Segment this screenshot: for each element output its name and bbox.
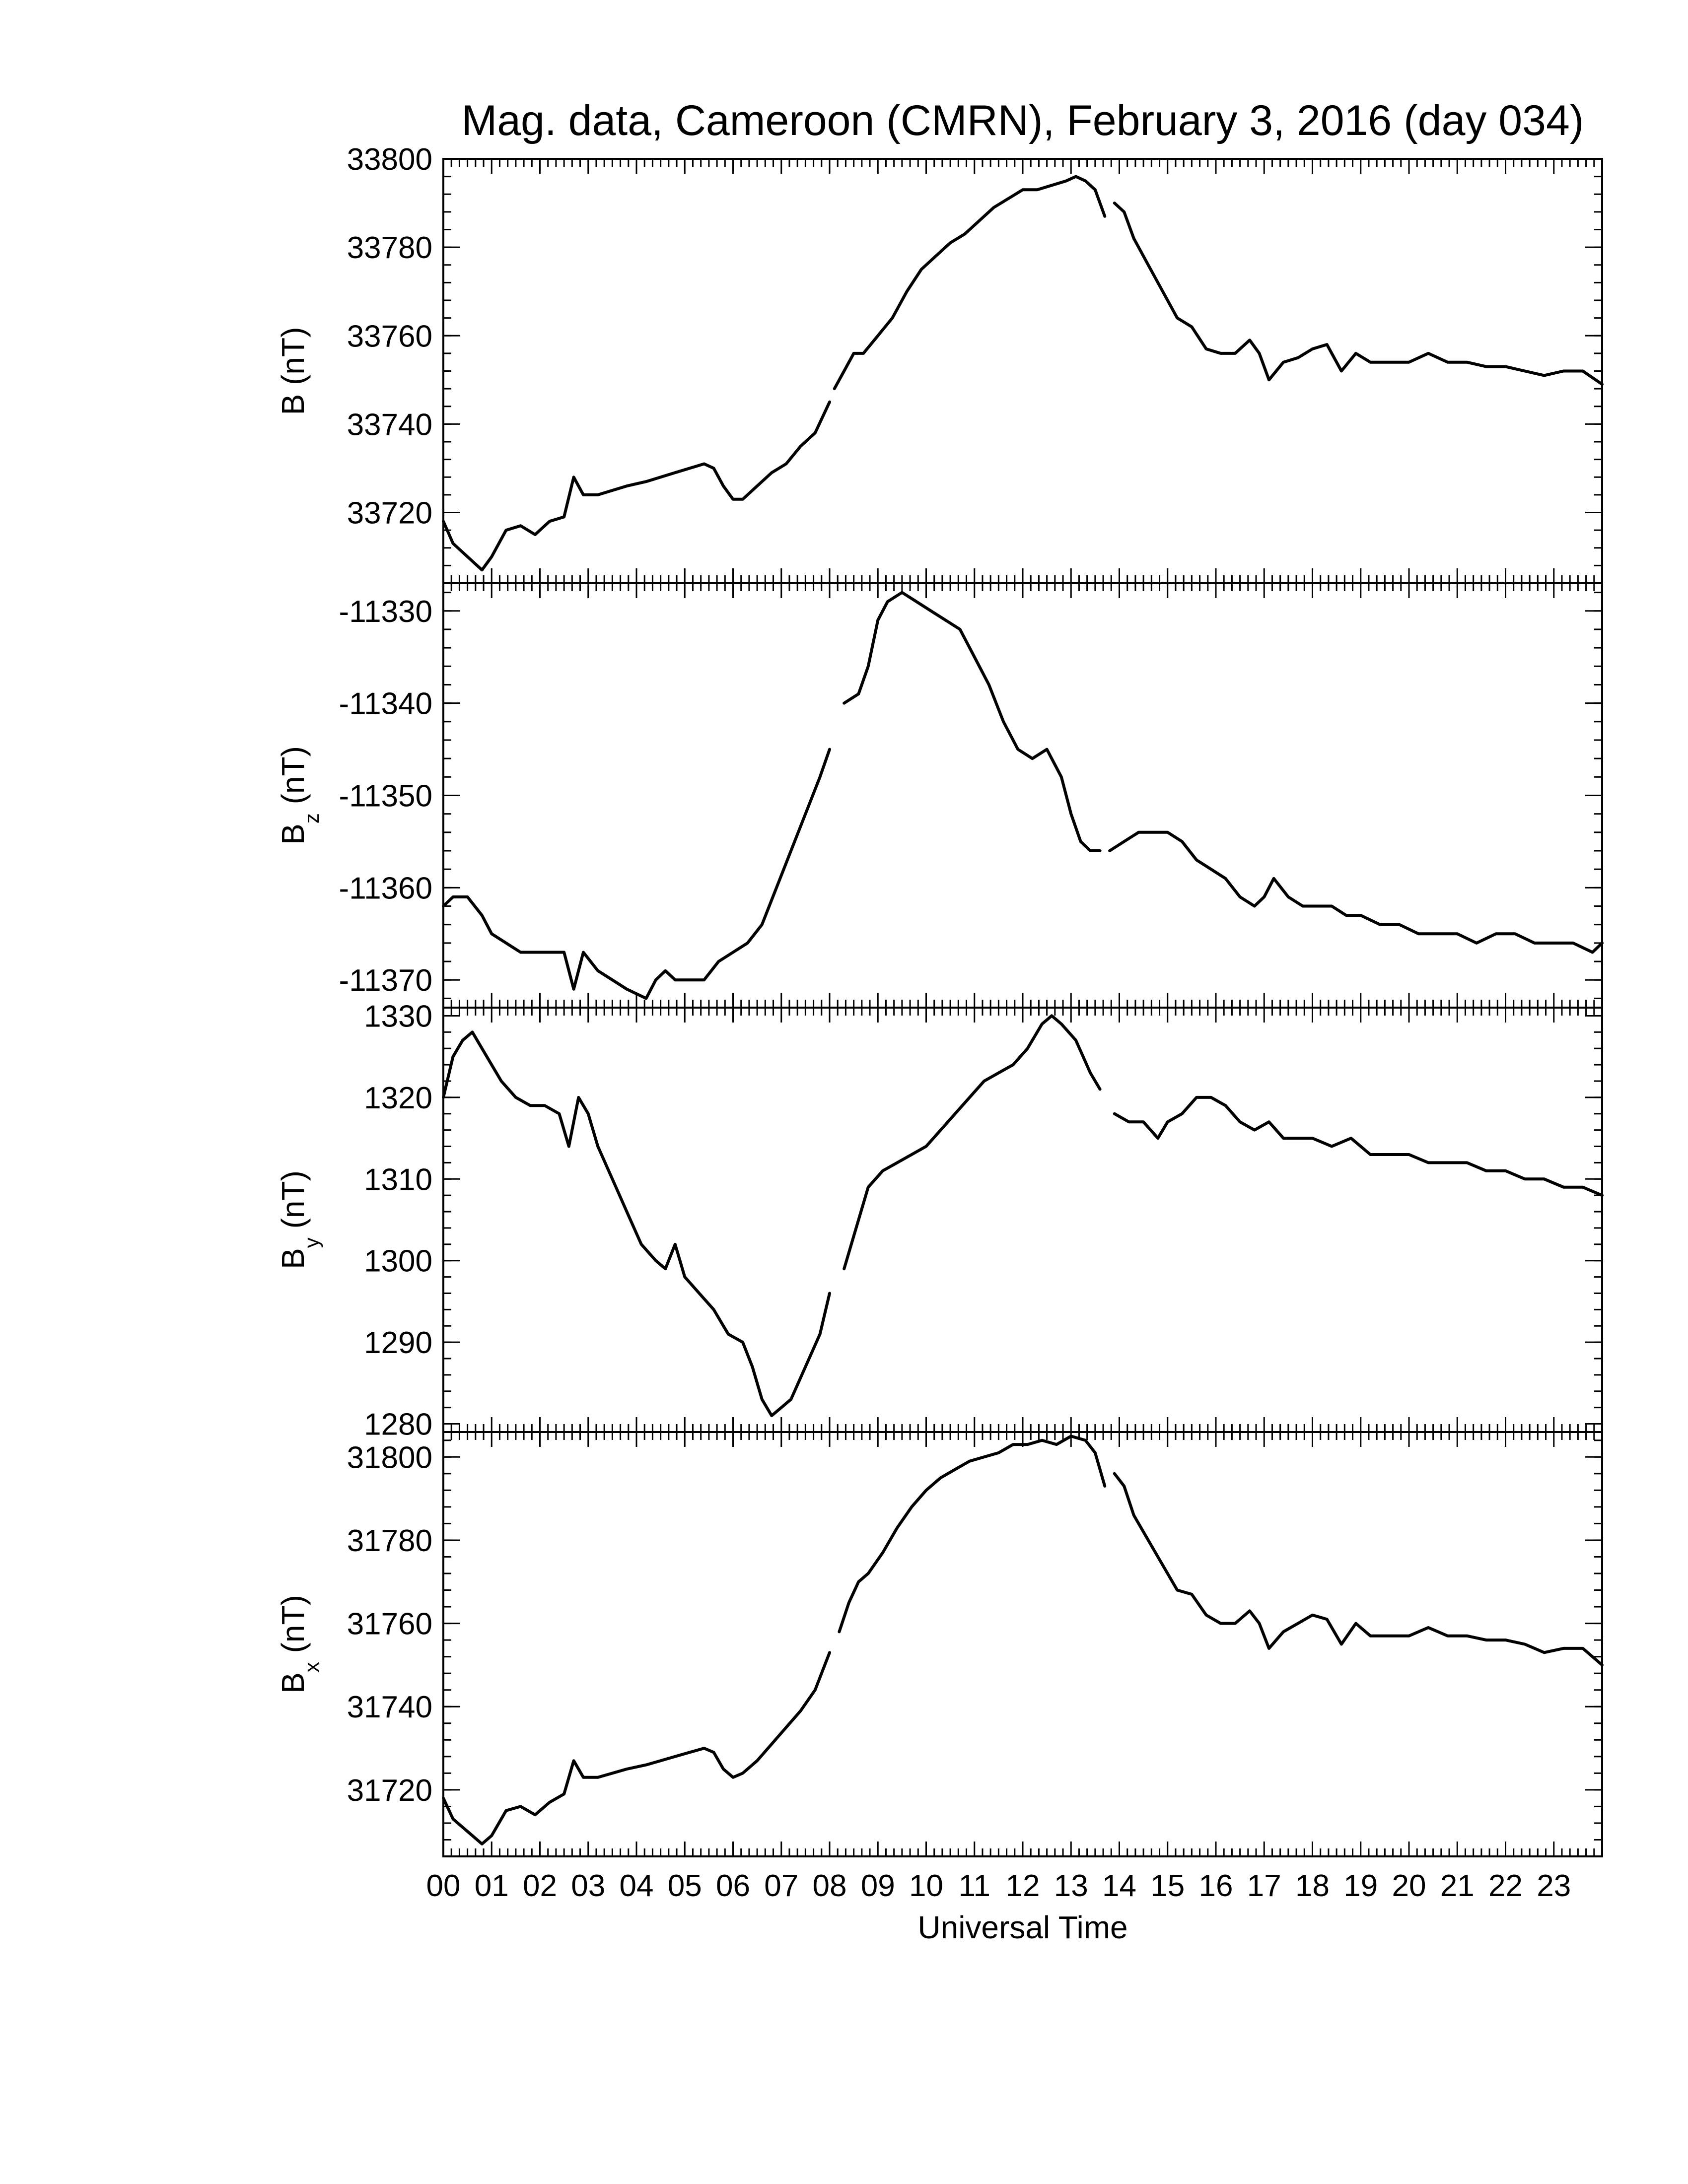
data-trace-bx — [442, 1651, 831, 1845]
y-tick-label: 31740 — [347, 1690, 432, 1724]
y-tick-label: 33740 — [347, 408, 432, 442]
y-axis-label-unit: (nT) — [275, 746, 311, 813]
x-tick-label: 23 — [1537, 1869, 1571, 1903]
y-axis-label-subscript: y — [300, 1237, 323, 1248]
y-tick-label: 31720 — [347, 1774, 432, 1808]
y-axis-label-unit: (nT) — [275, 327, 311, 394]
x-tick-label: 03 — [571, 1869, 605, 1903]
panel-bz: -11370 -11360 -11350 -11340 -11330 Bz (nT) — [275, 582, 1604, 1009]
y-tick-label: 31780 — [347, 1524, 432, 1558]
x-tick-label: 06 — [716, 1869, 750, 1903]
x-tick-label: 12 — [1006, 1869, 1040, 1903]
y-axis-label-unit: (nT) — [275, 1170, 311, 1237]
x-tick-label: 19 — [1343, 1869, 1378, 1903]
data-trace-bx — [838, 1434, 1107, 1634]
panel-frame — [442, 582, 1603, 1009]
x-tick-label: 07 — [764, 1869, 798, 1903]
panel-bx: 31720 31740 31760 31780 31800 Bx (nT) — [275, 1431, 1604, 1857]
y-tick-label: -11340 — [339, 687, 432, 721]
x-tick-label: 08 — [813, 1869, 847, 1903]
data-trace-bz — [442, 748, 831, 1000]
y-tick-label: 33800 — [347, 142, 432, 177]
y-tick-label: 33780 — [347, 231, 432, 265]
data-trace-b — [442, 400, 831, 572]
y-tick-label: 1300 — [364, 1244, 432, 1279]
chart-title: Mag. data, Cameroon (CMRN), February 3, … — [462, 97, 1584, 144]
x-tick-label: 04 — [620, 1869, 654, 1903]
data-trace-bz — [1108, 830, 1604, 954]
y-axis-label-main: B — [275, 1248, 311, 1269]
y-tick-label: 33720 — [347, 496, 432, 531]
y-axis-label-main: B — [275, 394, 311, 415]
y-axis-label-unit: (nT) — [275, 1595, 311, 1662]
data-trace-b — [1113, 202, 1604, 386]
y-tick-label: 31800 — [347, 1440, 432, 1475]
x-tick-label: 22 — [1488, 1869, 1523, 1903]
y-axis-label-subscript: z — [300, 813, 323, 823]
y-tick-label: 31760 — [347, 1607, 432, 1641]
x-tick-label: 02 — [523, 1869, 557, 1903]
y-tick-label: -11330 — [339, 595, 432, 629]
y-tick-label: 1330 — [364, 999, 432, 1033]
x-tick-label: 20 — [1392, 1869, 1426, 1903]
x-tick-label: 14 — [1102, 1869, 1136, 1903]
x-tick-label: 01 — [475, 1869, 509, 1903]
data-trace-by — [843, 1014, 1102, 1271]
panel-frame — [442, 1431, 1603, 1857]
y-tick-label: 1320 — [364, 1081, 432, 1115]
y-axis-label: Bx (nT) — [275, 1595, 323, 1694]
data-trace-b — [833, 175, 1107, 391]
x-tick-label: 13 — [1054, 1869, 1088, 1903]
data-trace-bx — [1113, 1472, 1604, 1667]
x-axis: 00 01 02 03 04 05 06 07 08 09 10 11 12 13 14 15 16 17 18 19… — [426, 1869, 1571, 1903]
data-trace-bz — [843, 591, 1102, 852]
y-axis-label: Bz (nT) — [275, 746, 323, 845]
x-tick-label: 17 — [1247, 1869, 1281, 1903]
y-axis-label: B (nT) — [275, 327, 311, 415]
y-tick-label: -11350 — [339, 779, 432, 814]
panel-by: 1280 1290 1300 1310 1320 1330 By (nT) — [275, 999, 1604, 1442]
y-tick-label: 1290 — [364, 1326, 432, 1360]
x-tick-label: 16 — [1199, 1869, 1233, 1903]
x-tick-label: 18 — [1295, 1869, 1330, 1903]
x-tick-label: 10 — [909, 1869, 943, 1903]
y-axis-label: By (nT) — [275, 1170, 323, 1269]
y-axis-label-main: B — [275, 1672, 311, 1694]
y-tick-label: 33760 — [347, 319, 432, 353]
x-tick-label: 05 — [668, 1869, 702, 1903]
panel-frame — [442, 158, 1603, 584]
x-tick-label: 00 — [426, 1869, 461, 1903]
y-tick-label: -11370 — [339, 963, 432, 998]
data-trace-by — [442, 1030, 831, 1418]
x-axis-title: Universal Time — [917, 1910, 1127, 1945]
y-tick-label: 1310 — [364, 1162, 432, 1197]
x-tick-label: 15 — [1150, 1869, 1185, 1903]
y-tick-label: -11360 — [339, 871, 432, 905]
x-tick-label: 21 — [1440, 1869, 1475, 1903]
x-tick-label: 09 — [861, 1869, 895, 1903]
panel-b: 33720 33740 33760 33780 33800 B (nT) — [275, 142, 1604, 584]
data-trace-by — [1113, 1095, 1604, 1197]
panel-frame — [442, 1007, 1603, 1433]
x-tick-label: 11 — [959, 1869, 990, 1903]
y-axis-label-main: B — [275, 823, 311, 845]
y-tick-label: 1280 — [364, 1408, 432, 1442]
y-axis-label-subscript: x — [300, 1662, 323, 1672]
